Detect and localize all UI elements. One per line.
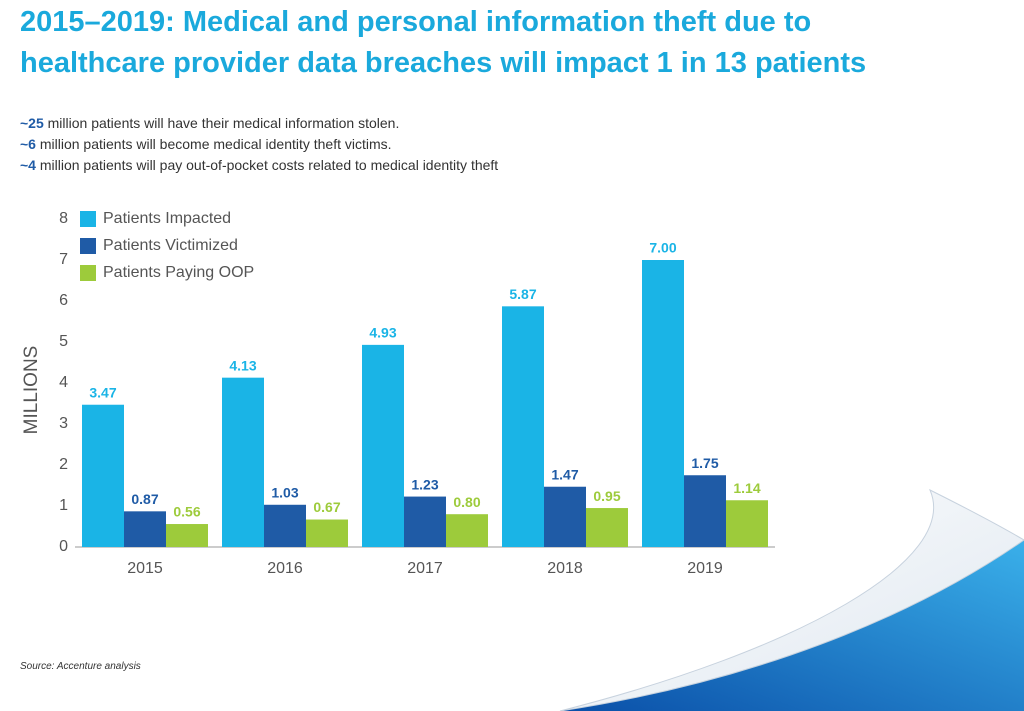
bar [502,306,544,547]
y-axis-label: MILLIONS [21,346,42,435]
bar [82,404,124,547]
legend-label: Patients Impacted [103,210,231,227]
bar [264,504,306,547]
y-tick-label: 6 [59,292,68,309]
bullet-emphasis: ~6 [20,136,36,152]
value-label: 1.47 [551,466,578,482]
bar [124,511,166,547]
x-tick-label: 2018 [547,560,583,577]
value-label: 1.14 [733,480,760,496]
value-label: 0.87 [131,491,158,507]
bar [222,377,264,547]
bar [362,344,404,547]
value-label: 5.87 [509,286,536,302]
value-label: 0.80 [453,494,480,510]
value-label: 1.03 [271,484,298,500]
legend-label: Patients Paying OOP [103,264,254,281]
y-tick-label: 0 [59,538,68,555]
bar [166,524,208,547]
bar [306,519,348,547]
bullet: ~4 million patients will pay out-of-pock… [20,155,498,176]
x-tick-label: 2019 [687,560,723,577]
y-tick-label: 4 [59,374,68,391]
bar [684,475,726,547]
x-tick-label: 2015 [127,560,163,577]
value-label: 3.47 [89,384,116,400]
source: Source: Accenture analysis [20,661,141,672]
title: 2015–2019: Medical and personal informat… [20,6,867,79]
bullet-text: million patients will become medical ide… [39,136,392,152]
value-label: 1.75 [691,455,718,471]
value-label: 4.13 [229,357,256,373]
legend-swatch [80,265,96,281]
value-label: 0.56 [173,504,200,520]
bullet-list: ~25 million patients will have their med… [20,113,498,176]
bar [586,508,628,547]
value-label: 7.00 [649,240,676,256]
y-tick-label: 3 [59,415,68,432]
y-tick-label: 2 [59,456,68,473]
value-label: 4.93 [369,325,396,341]
bar [642,260,684,547]
bullet-emphasis: ~25 [20,115,44,131]
value-label: 1.23 [411,476,438,492]
bullet-text: million patients will pay out-of-pocket … [39,157,499,173]
y-tick-label: 5 [59,333,68,350]
bar [446,514,488,547]
value-label: 0.67 [313,499,340,515]
legend-swatch [80,238,96,254]
x-tick-label: 2016 [267,560,303,577]
x-tick-label: 2017 [407,560,443,577]
y-tick-label: 1 [59,497,68,514]
page-curl-background [560,540,1024,711]
bar [404,496,446,547]
legend-label: Patients Victimized [103,237,238,254]
bar [726,500,768,547]
bullet: ~25 million patients will have their med… [20,113,498,134]
bar [544,486,586,547]
y-tick-label: 7 [59,251,68,268]
bullet-emphasis: ~4 [20,157,36,173]
value-label: 0.95 [593,488,620,504]
bullet-text: million patients will have their medical… [47,115,400,131]
y-tick-label: 8 [59,210,68,227]
bullet: ~6 million patients will become medical … [20,134,498,155]
legend-swatch [80,211,96,227]
page-curl [559,488,1024,711]
